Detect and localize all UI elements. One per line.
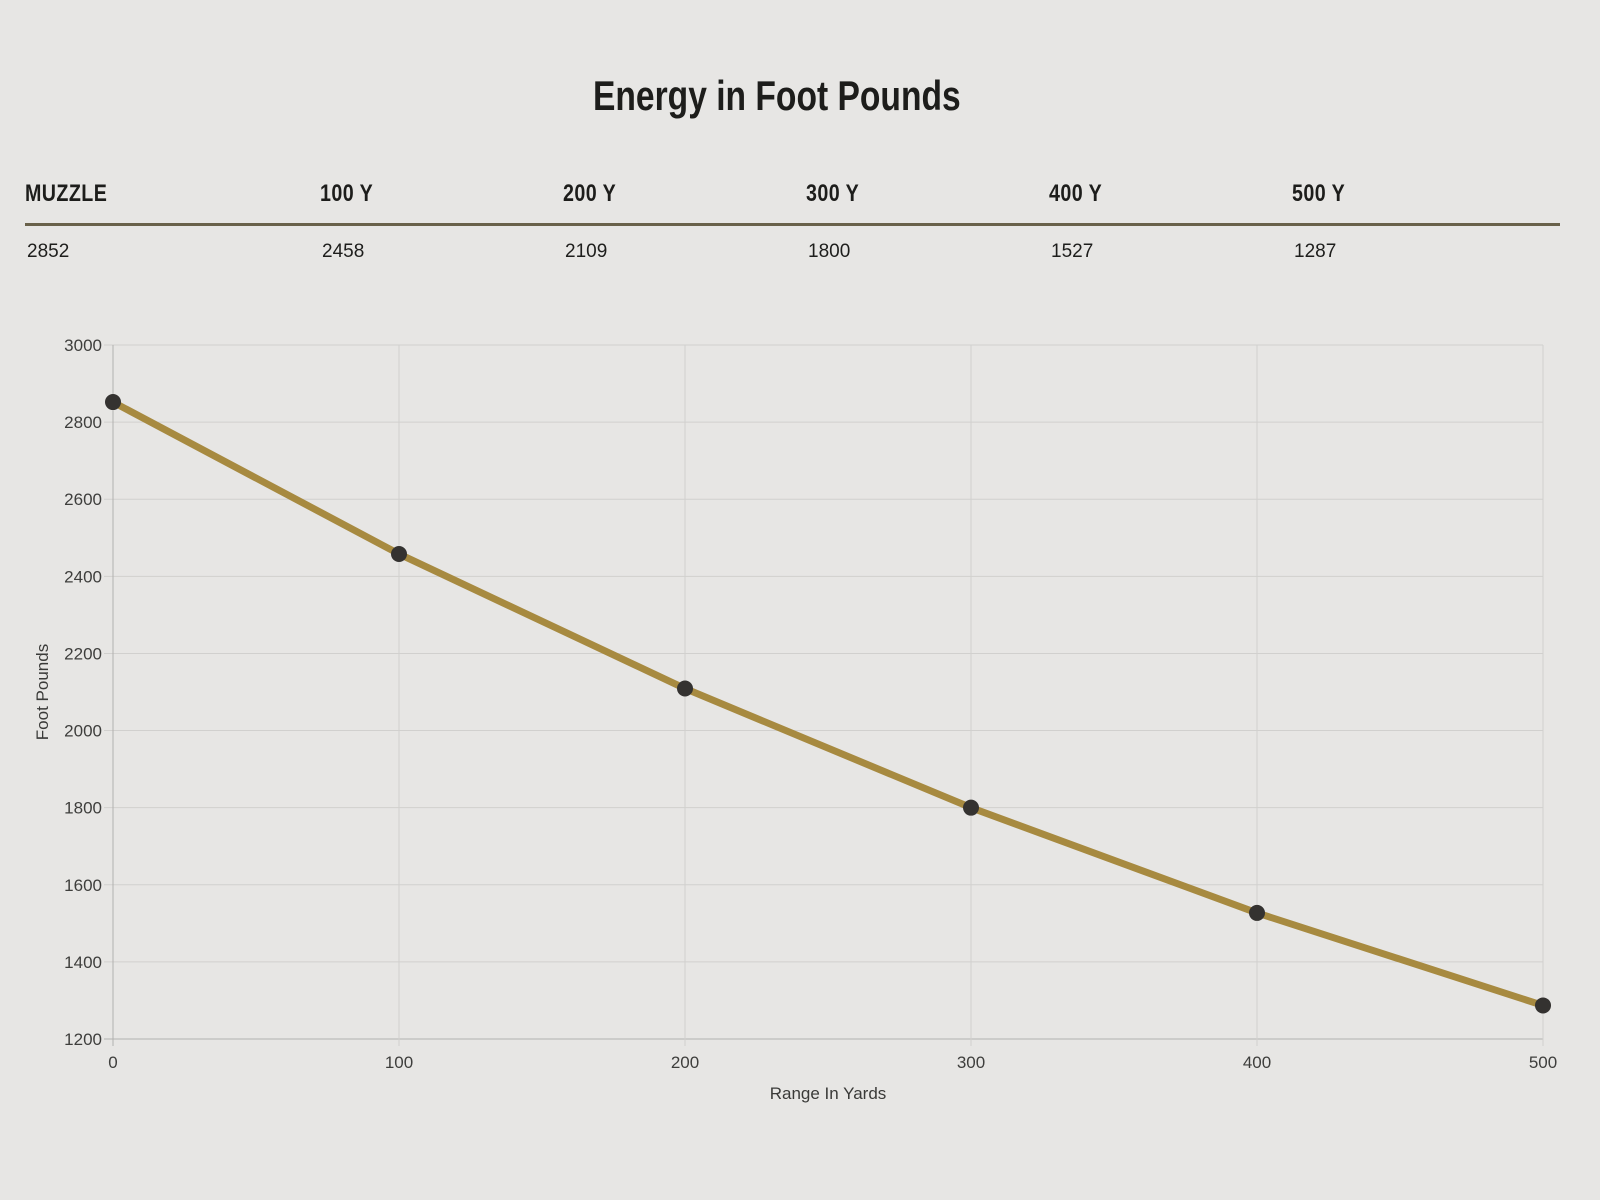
table-header-muzzle: MUZZLE xyxy=(25,180,320,208)
table-value-row: 2852 2458 2109 1800 1527 1287 xyxy=(25,241,1560,263)
y-tick-label: 2200 xyxy=(64,644,102,663)
table-value-300y: 1800 xyxy=(808,241,851,262)
table-header-label: 500 Y xyxy=(1292,180,1346,207)
y-tick-label: 1400 xyxy=(64,953,102,972)
energy-line xyxy=(109,398,1547,1009)
table-header-200y: 200 Y xyxy=(563,180,806,208)
table-value-200y: 2109 xyxy=(565,241,608,262)
table-header-label: 100 Y xyxy=(320,180,374,207)
data-point-marker xyxy=(963,799,979,816)
data-point-marker xyxy=(677,680,693,697)
y-tick-label: 2800 xyxy=(64,413,102,432)
y-tick-label: 2400 xyxy=(64,567,102,586)
table-value-500y: 1287 xyxy=(1294,241,1337,262)
data-point-marker xyxy=(391,545,407,562)
y-tick-label: 1200 xyxy=(64,1030,102,1049)
table-header-label: 200 Y xyxy=(563,180,617,207)
y-tick-label: 3000 xyxy=(64,336,102,355)
table-header-300y: 300 Y xyxy=(806,180,1049,208)
data-point-marker xyxy=(1249,904,1265,921)
energy-chart-canvas: 1200140016001800200022002400260028003000… xyxy=(33,336,1557,1103)
page-title-text: Energy in Foot Pounds xyxy=(593,72,961,119)
table-value-muzzle: 2852 xyxy=(27,241,70,262)
table-header-400y: 400 Y xyxy=(1049,180,1292,208)
x-tick-label: 100 xyxy=(385,1053,413,1072)
table-header-label: 300 Y xyxy=(806,180,860,207)
table-header-100y: 100 Y xyxy=(320,180,563,208)
x-tick-label: 200 xyxy=(671,1053,699,1072)
x-tick-label: 500 xyxy=(1529,1053,1557,1072)
y-axis-title: Foot Pounds xyxy=(33,644,52,740)
y-tick-label: 1800 xyxy=(64,799,102,818)
data-point-marker xyxy=(105,394,121,411)
y-tick-label: 1600 xyxy=(64,876,102,895)
table-value-400y: 1527 xyxy=(1051,241,1094,262)
table-value-100y: 2458 xyxy=(322,241,365,262)
y-tick-label: 2000 xyxy=(64,722,102,741)
ballistics-table: MUZZLE 100 Y 200 Y 300 Y 400 Y 500 Y 285… xyxy=(25,180,1560,263)
x-tick-label: 300 xyxy=(957,1053,985,1072)
table-header-row: MUZZLE 100 Y 200 Y 300 Y 400 Y 500 Y xyxy=(25,180,1560,226)
x-tick-label: 0 xyxy=(108,1053,117,1072)
page-title: Energy in Foot Pounds xyxy=(0,72,1600,120)
x-tick-label: 400 xyxy=(1243,1053,1271,1072)
table-header-label: 400 Y xyxy=(1049,180,1103,207)
y-tick-label: 2600 xyxy=(64,490,102,509)
table-header-500y: 500 Y xyxy=(1292,180,1560,208)
energy-chart: 1200 1400 1600 1800 2000 2200 2400 2600 2800 3000… xyxy=(0,330,1600,1160)
data-point-marker xyxy=(1535,997,1551,1014)
x-axis-title: Range In Yards xyxy=(770,1084,887,1103)
table-header-label: MUZZLE xyxy=(25,180,108,207)
